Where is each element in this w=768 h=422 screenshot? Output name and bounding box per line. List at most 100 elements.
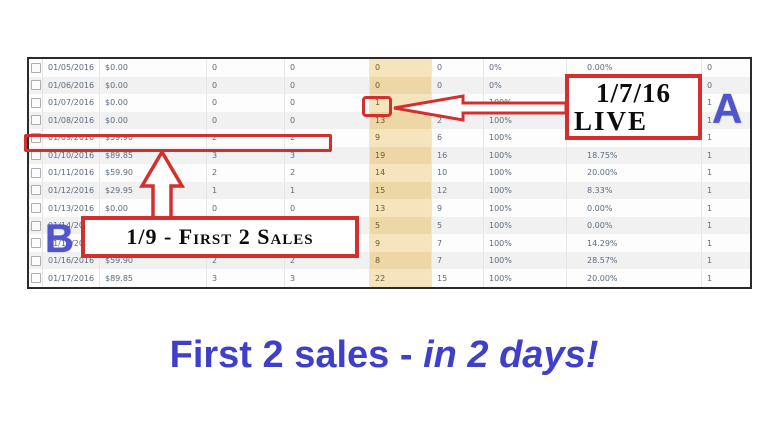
table-cell: 20.00% [567, 164, 702, 182]
date-cell: 01/06/2016 [43, 76, 100, 95]
table-cell: 2 [207, 164, 285, 182]
live-label-text: LIVE [574, 106, 649, 136]
table-cell: 20.00% [567, 269, 702, 287]
table-cell: 1 [707, 238, 713, 248]
date-cell: 01/10/2016 [43, 146, 100, 165]
table-cell: 3 [285, 146, 370, 165]
date-cell: 01/12/2016 [43, 181, 100, 200]
table-cell: 0 [207, 199, 285, 217]
table-cell: 2 [285, 164, 370, 182]
table-cell: 0.00% [567, 59, 702, 77]
table-cell: 0 [285, 94, 370, 112]
table-cell: 0 [432, 76, 484, 95]
table-cell: 15 [432, 269, 484, 287]
table-cell: 0 [285, 111, 370, 130]
table-cell: 1 [285, 181, 370, 200]
table-cell: 100% [484, 216, 567, 235]
row-checkbox-cell [29, 94, 43, 112]
row-checkbox[interactable] [31, 220, 41, 231]
table-cell: 0 [707, 63, 713, 73]
first-sales-callout: 1/9 - First 2 Sales [81, 216, 359, 258]
table-cell: 9 [370, 129, 432, 147]
table-cell: 8.33% [567, 181, 702, 200]
table-cell: $59.90 [100, 251, 207, 270]
up-arrow-icon [139, 149, 185, 222]
marker-letter-a: A [712, 85, 743, 132]
date-cell: 01/11/2016 [43, 164, 100, 182]
row-checkbox[interactable] [31, 185, 41, 196]
date-cell: 01/13/2016 [43, 199, 100, 217]
table-cell: 100% [484, 129, 567, 147]
row-checkbox[interactable] [31, 62, 41, 73]
table-cell: 7 [432, 251, 484, 270]
table-cell: 1 [707, 133, 713, 143]
table-cell: 0 [207, 76, 285, 95]
row-checkbox-cell [29, 76, 43, 95]
table-cell: $0.00 [100, 111, 207, 130]
table-cell: 1 [207, 181, 285, 200]
table-cell: 0 [285, 59, 370, 77]
row-checkbox[interactable] [31, 238, 41, 249]
table-cell: $0.00 [100, 76, 207, 95]
row-checkbox[interactable] [31, 203, 41, 214]
row-highlight-box [24, 134, 332, 152]
live-date-text: 1/7/16 [595, 78, 671, 108]
table-cell: 0 [707, 80, 713, 90]
row-checkbox-cell [29, 59, 43, 77]
table-cell [285, 216, 370, 235]
table-row: 01/11/2016 $59.90 2 2 14 10 100% 20.00% 1 [29, 164, 750, 182]
row-checkbox-cell [29, 251, 43, 270]
table-cell: $59.90 [100, 164, 207, 182]
date-cell: 01/08/2016 [43, 111, 100, 130]
first-optin-highlight-box [362, 96, 392, 117]
table-cell: 5 [432, 216, 484, 235]
row-checkbox[interactable] [31, 115, 41, 126]
table-cell: 0 [207, 111, 285, 130]
table-cell: 2 [285, 129, 370, 147]
row-checkbox-cell [29, 181, 43, 200]
table-cell: 1 [707, 150, 713, 160]
table-cell: 1 [707, 221, 713, 231]
table-cell: 14 [370, 164, 432, 182]
bottom-caption: First 2 sales - in 2 days! [0, 334, 768, 377]
table-cell: 100% [484, 234, 567, 252]
table-cell: 100% [484, 269, 567, 287]
table-cell: 1 [707, 98, 713, 108]
caption-italic-text: in 2 days! [423, 334, 599, 376]
table-cell: 100% [484, 251, 567, 270]
date-cell: 01/17/2016 [43, 269, 100, 287]
table-cell [285, 234, 370, 252]
row-checkbox-cell [29, 234, 43, 252]
table-row: 01/13/2016 $0.00 0 0 13 9 100% 0.00% 1 [29, 199, 750, 217]
table-cell: 2 [285, 251, 370, 270]
row-checkbox[interactable] [31, 273, 41, 284]
table-cell: 19 [370, 146, 432, 165]
row-checkbox-cell [29, 269, 43, 287]
row-checkbox[interactable] [31, 97, 41, 108]
table-cell: 9 [432, 199, 484, 217]
table-cell: 1 [707, 256, 713, 266]
row-checkbox[interactable] [31, 167, 41, 178]
table-cell: 5 [370, 216, 432, 235]
row-checkbox-cell [29, 199, 43, 217]
row-checkbox[interactable] [31, 132, 41, 143]
row-checkbox[interactable] [31, 255, 41, 266]
table-cell: 0 [207, 59, 285, 77]
table-cell: 2 [207, 251, 285, 270]
table-cell: 100% [484, 199, 567, 217]
caption-normal-text: First 2 sales - [169, 334, 424, 376]
row-checkbox[interactable] [31, 80, 41, 91]
table-cell: 100% [484, 164, 567, 182]
table-cell: 1 [707, 203, 713, 213]
table-cell: 3 [207, 146, 285, 165]
table-cell: $59.90 [100, 129, 207, 147]
table-cell: 3 [207, 269, 285, 287]
left-arrow-icon [393, 94, 568, 122]
table-cell: 16 [432, 146, 484, 165]
table-cell: 0 [370, 59, 432, 77]
table-cell: 13 [370, 199, 432, 217]
table-cell: 7 [432, 234, 484, 252]
table-cell: $0.00 [100, 199, 207, 217]
table-cell: 18.75% [567, 146, 702, 165]
